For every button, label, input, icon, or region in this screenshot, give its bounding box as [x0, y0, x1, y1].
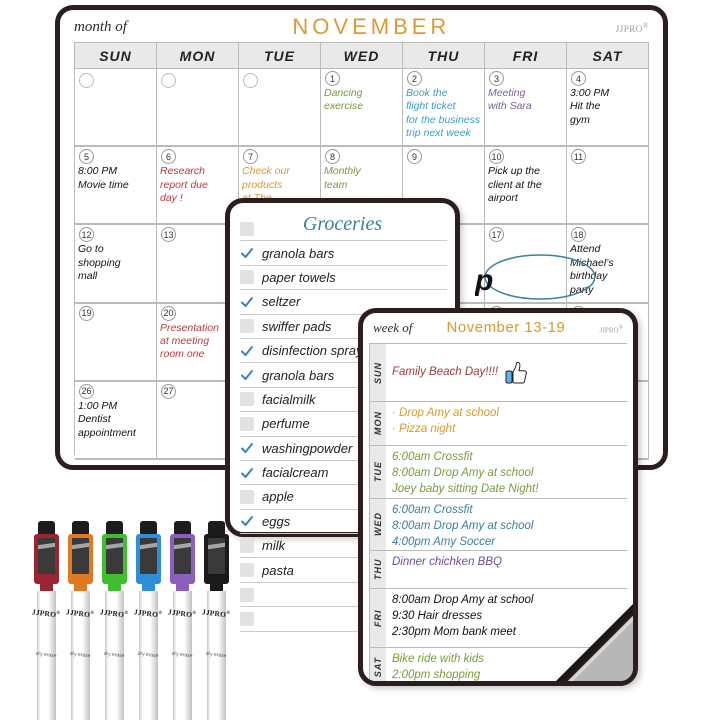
- svg-text:p: p: [475, 264, 493, 297]
